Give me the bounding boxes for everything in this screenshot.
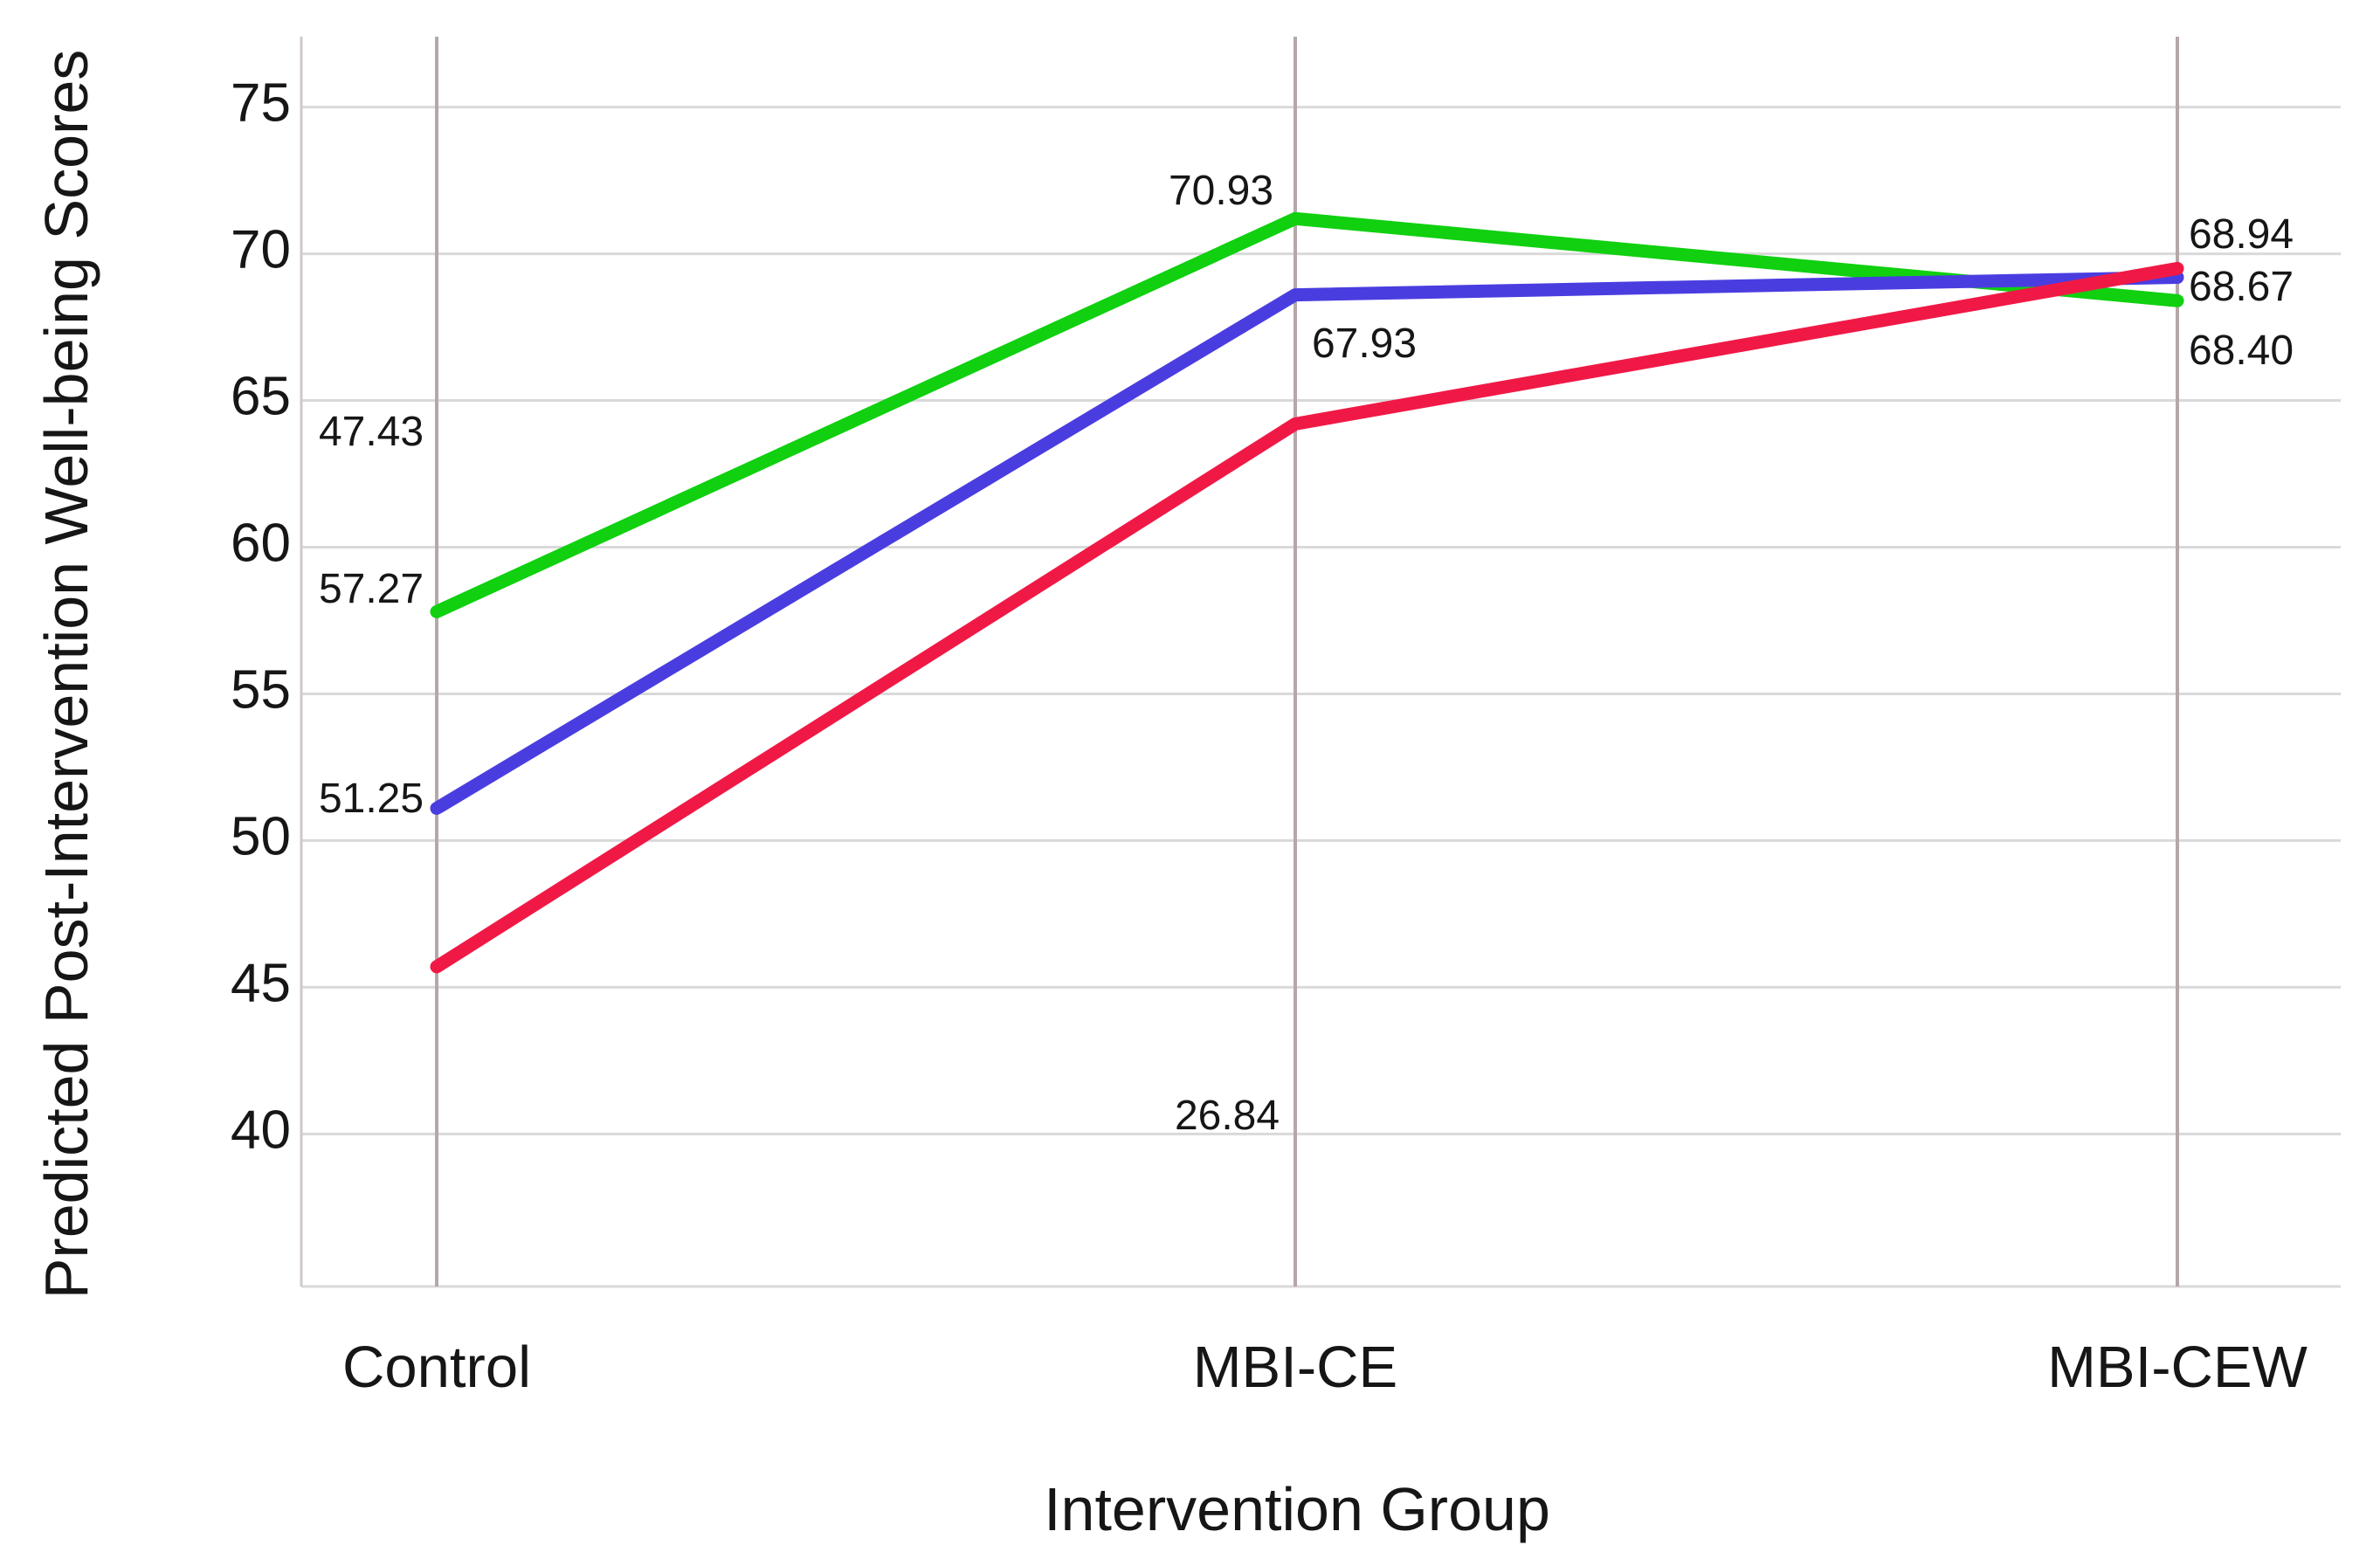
y-tick-label-40: 40	[231, 1100, 291, 1160]
series-line-red	[430, 261, 2184, 974]
point-label-67.93: 67.93	[1312, 321, 1417, 367]
series-line-blue	[430, 271, 2184, 815]
x-category-label-control: Control	[342, 1335, 531, 1400]
point-label-26.84: 26.84	[1175, 1093, 1280, 1139]
y-tick-label-50: 50	[231, 806, 291, 866]
y-tick-label-45: 45	[231, 953, 291, 1013]
series-line-green	[430, 211, 2184, 618]
point-label-51.25: 51.25	[319, 776, 424, 822]
y-tick-label-65: 65	[231, 367, 291, 427]
y-tick-label-55: 55	[231, 659, 291, 720]
point-label-57.27: 57.27	[319, 566, 424, 612]
y-axis-title: Predicted Post-Intervention Well-being S…	[32, 50, 100, 1300]
point-label-47.43: 47.43	[319, 409, 424, 455]
point-label-68.67: 68.67	[2189, 264, 2294, 310]
point-label-68.40: 68.40	[2189, 328, 2294, 374]
y-tick-label-75: 75	[231, 73, 291, 134]
series-lines	[430, 211, 2184, 974]
x-category-labels: Control MBI-CE MBI-CEW	[342, 1335, 2308, 1400]
y-tick-label-70: 70	[231, 220, 291, 280]
point-label-68.94: 68.94	[2189, 211, 2294, 258]
point-labels: 47.43 57.27 51.25 70.93 67.93 26.84 68.94 68.67…	[319, 168, 2294, 1139]
x-category-label-mbi-cew: MBI-CEW	[2047, 1335, 2308, 1400]
y-tick-labels: 75 70 65 60 55 50 45 40	[231, 73, 291, 1161]
category-gridlines	[435, 37, 2179, 1287]
y-tick-label-60: 60	[231, 513, 291, 573]
x-axis-title: Intervention Group	[1044, 1475, 1550, 1543]
point-label-70.93: 70.93	[1169, 168, 1273, 214]
x-category-label-mbi-ce: MBI-CE	[1193, 1335, 1398, 1400]
